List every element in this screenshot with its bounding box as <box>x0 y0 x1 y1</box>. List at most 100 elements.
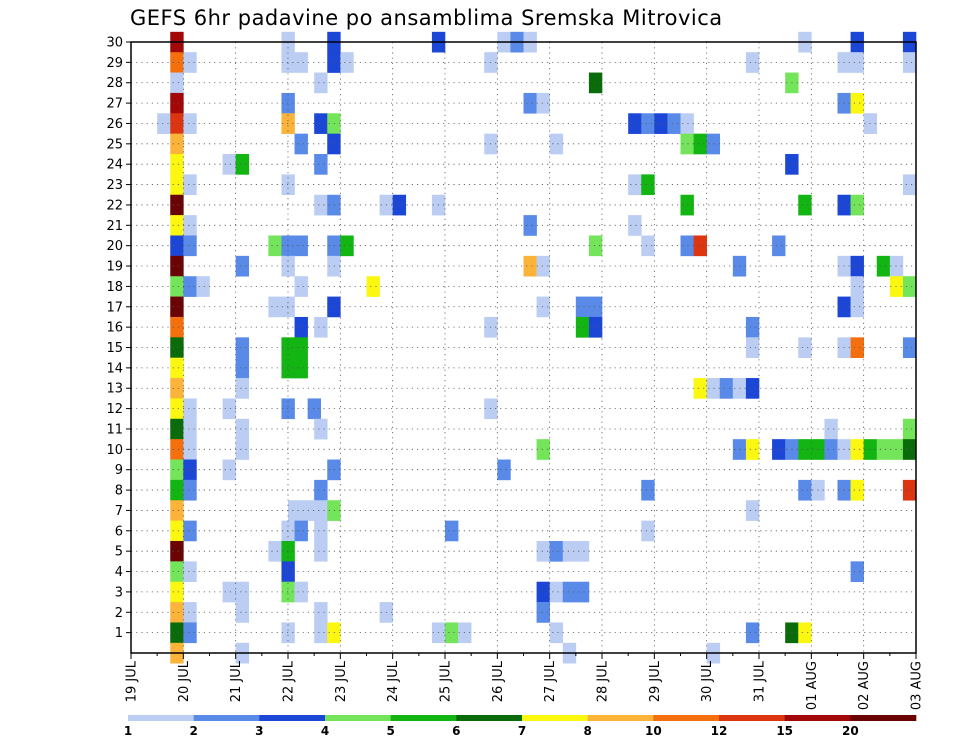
heatmap-cell <box>850 92 864 114</box>
heatmap-cell <box>268 540 282 562</box>
y-tick-label: 23 <box>106 178 123 193</box>
heatmap-cell <box>170 235 184 257</box>
y-tick-label: 6 <box>115 524 123 539</box>
heatmap-cell <box>294 357 308 379</box>
heatmap-cell <box>641 113 655 134</box>
heatmap-cell <box>575 316 590 338</box>
y-tick-label: 10 <box>106 443 123 458</box>
heatmap-cell <box>798 479 812 501</box>
heatmap-cell <box>294 581 308 603</box>
heatmap-cell <box>235 378 250 399</box>
heatmap-cell <box>294 235 308 257</box>
heatmap-cell <box>314 194 328 216</box>
heatmap-cell <box>314 154 328 175</box>
heatmap-cell <box>562 540 577 562</box>
y-tick-label: 18 <box>106 280 123 295</box>
heatmap-cell <box>170 459 184 481</box>
y-tick-label: 28 <box>106 76 123 91</box>
colorbar-segment <box>390 715 457 721</box>
heatmap-cell <box>235 357 250 379</box>
heatmap-cell <box>170 337 184 358</box>
heatmap-cell <box>366 276 380 297</box>
heatmap-cell <box>222 581 236 603</box>
heatmap-cell <box>170 581 184 603</box>
heatmap-cell <box>183 602 197 623</box>
heatmap-cell <box>170 52 184 73</box>
heatmap-cell <box>902 418 917 440</box>
heatmap-cell <box>235 337 250 358</box>
heatmap-cell <box>157 113 171 134</box>
heatmap-cell <box>170 154 184 175</box>
heatmap-cell <box>497 459 511 481</box>
colorbar-label: 20 <box>842 724 859 738</box>
x-tick-label: 21 JUL <box>229 660 244 702</box>
heatmap-cell <box>745 337 760 358</box>
x-tick-label: 26 JUL <box>491 660 506 702</box>
heatmap-cell <box>170 92 184 114</box>
heatmap-cell <box>588 316 603 338</box>
heatmap-cell <box>549 622 564 644</box>
heatmap-cell <box>772 439 786 460</box>
y-tick-label: 15 <box>106 341 123 356</box>
colorbar-segment <box>587 715 654 721</box>
heatmap-cell <box>294 337 308 358</box>
heatmap-cell <box>183 113 197 134</box>
heatmap-cell <box>588 72 603 94</box>
heatmap-cell <box>170 296 184 318</box>
heatmap-cell <box>314 602 328 623</box>
heatmap-cell <box>772 235 786 257</box>
y-tick-label: 19 <box>106 260 123 275</box>
colorbar-label: 7 <box>518 724 526 738</box>
y-tick-label: 22 <box>106 198 123 213</box>
heatmap-cell <box>170 622 184 644</box>
y-tick-label: 30 <box>106 36 123 51</box>
heatmap-cell <box>235 581 250 603</box>
y-tick-label: 13 <box>106 382 123 397</box>
heatmap-cell <box>294 316 308 338</box>
heatmap-cell <box>314 418 328 440</box>
heatmap-cell <box>850 561 864 583</box>
heatmap-cell <box>170 174 184 196</box>
y-tick-label: 29 <box>106 56 123 71</box>
heatmap-cell <box>667 113 681 134</box>
colorbar-label: 8 <box>583 724 591 738</box>
heatmap-cell <box>170 72 184 94</box>
y-tick-label: 17 <box>106 300 123 315</box>
heatmap-cell <box>902 337 917 358</box>
x-tick-label: 24 JUL <box>386 660 401 702</box>
heatmap-cell <box>170 378 184 399</box>
chart-title: GEFS 6hr padavine po ansamblima Sremska … <box>130 6 723 30</box>
heatmap-cell <box>693 235 707 257</box>
x-tick-label: 25 JUL <box>439 660 454 702</box>
heatmap-cell <box>170 602 184 623</box>
colorbar-segment <box>522 715 588 721</box>
heatmap-cell <box>294 133 308 155</box>
heatmap-cell <box>850 276 864 297</box>
heatmap-cell <box>798 439 812 460</box>
y-tick-label: 2 <box>115 606 123 621</box>
x-tick-label: 27 JUL <box>543 660 558 702</box>
colorbar-segment <box>456 715 523 721</box>
heatmap-cell <box>719 378 734 399</box>
heatmap-cell <box>575 296 590 318</box>
x-tick-label: 29 JUL <box>648 660 663 702</box>
heatmap-cell <box>196 276 210 297</box>
heatmap-cell <box>902 52 917 73</box>
x-tick-label: 30 JUL <box>700 660 715 702</box>
heatmap-cell <box>549 581 564 603</box>
heatmap-cell <box>340 52 354 73</box>
heatmap-cell <box>523 92 537 114</box>
heatmap-cell <box>288 500 302 521</box>
heatmap-cell <box>314 72 328 94</box>
colorbar-segment <box>259 715 326 721</box>
x-tick-label: 20 JUL <box>177 660 192 702</box>
heatmap-cell <box>183 398 197 420</box>
y-tick-label: 26 <box>106 117 123 132</box>
heatmap-cell <box>235 602 250 623</box>
heatmap-cell <box>445 520 459 542</box>
heatmap-cell <box>235 154 250 175</box>
heatmap-cell <box>628 215 642 236</box>
heatmap-cell <box>183 235 197 257</box>
heatmap-cell <box>294 52 308 73</box>
